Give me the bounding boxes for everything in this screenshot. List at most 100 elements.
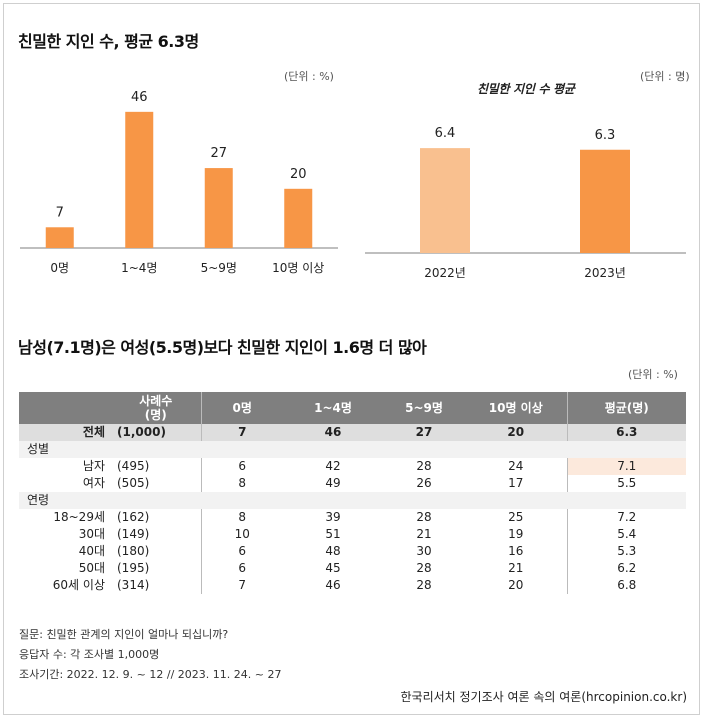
row-label: 40대: [78, 544, 105, 558]
row-sample-size: (1,000): [111, 424, 201, 441]
row-value: 19: [508, 527, 524, 541]
row-sample-size: (149): [117, 527, 150, 541]
row-value: 8: [200, 509, 283, 526]
row-value: 6: [200, 560, 283, 577]
table-total-row: 전체 (1,000) 7 46 27 20 6.3: [19, 424, 686, 441]
row-label: 60세 이상: [52, 578, 105, 592]
chart2-title: 친밀한 지인 수 평균: [477, 82, 575, 96]
chart1-bar: [125, 111, 154, 248]
row-sample-size: (195): [117, 561, 150, 575]
row-value: 42: [325, 459, 341, 473]
row-sample-size: (505): [117, 476, 150, 490]
chart1-category-label: 5~9명: [201, 261, 237, 275]
row-label: 18~29세: [53, 510, 105, 524]
table-row: 30대 (149) 10 51 21 19 5.4: [19, 526, 686, 543]
row-value: 26: [416, 476, 432, 490]
row-value: 28: [416, 578, 432, 592]
table-row: 여자 (505) 8 49 26 17 5.5: [19, 475, 686, 492]
row-average: 5.3: [566, 543, 686, 560]
header-0: 0명: [200, 392, 283, 424]
row-value: 49: [325, 476, 341, 490]
row-average: 7.2: [566, 509, 686, 526]
section1-title: 친밀한 지인 수, 평균 6.3명: [18, 32, 199, 51]
row-value: 6: [200, 458, 283, 475]
row-value: 45: [325, 561, 341, 575]
chart1-category-label: 1~4명: [121, 261, 157, 275]
table-group-row: 연령: [19, 492, 686, 509]
chart1-data-label: 7: [56, 205, 64, 220]
chart1-data-label: 27: [210, 146, 227, 161]
row-value: 7: [200, 424, 283, 441]
row-label: 50대: [78, 561, 105, 575]
row-value: 46: [325, 578, 341, 592]
table-row: 40대 (180) 6 48 30 16 5.3: [19, 543, 686, 560]
row-value: 16: [508, 544, 524, 558]
row-label: 여자: [82, 476, 105, 490]
row-value: 51: [325, 527, 341, 541]
row-sample-size: (162): [117, 510, 150, 524]
chart1-unit-label: (단위 : %): [284, 70, 334, 83]
row-value: 27: [383, 424, 465, 441]
row-average: 6.8: [566, 577, 686, 594]
row-average: 6.2: [566, 560, 686, 577]
row-value: 28: [416, 510, 432, 524]
row-average: 5.5: [566, 475, 686, 492]
table-header-row: 사례수 (명) 0명 1~4명 5~9명 10명 이상 평균(명): [19, 392, 686, 424]
chart1-category-label: 0명: [50, 261, 69, 275]
row-value: 8: [200, 475, 283, 492]
row-sample-size: (180): [117, 544, 150, 558]
header-10-plus: 10명 이상: [465, 392, 567, 424]
row-average: 6.3: [566, 424, 686, 441]
table-row: 60세 이상 (314) 7 46 28 20 6.8: [19, 577, 686, 594]
row-value: 28: [416, 459, 432, 473]
row-value: 39: [325, 510, 341, 524]
row-value: 20: [508, 578, 524, 592]
footnote-period: 조사기간: 2022. 12. 9. ~ 12 // 2023. 11. 24.…: [19, 668, 282, 681]
row-sample-size: (314): [117, 578, 150, 592]
row-average: 7.1: [566, 458, 686, 475]
chart2-unit-label: (단위 : 명): [640, 70, 690, 83]
table-group-row: 성별: [19, 441, 686, 458]
table-row: 남자 (495) 6 42 28 24 7.1: [19, 458, 686, 475]
source-credit: 한국리서치 정기조사 여론 속의 여론(hrcopinion.co.kr): [400, 690, 687, 704]
row-value: 10: [200, 526, 283, 543]
chart1-data-label: 20: [290, 167, 307, 182]
row-sample-size: (495): [117, 459, 150, 473]
chart1-distribution-bar-chart: 7 0명 46 1~4명 27 5~9명 20 10명 이상: [20, 90, 338, 275]
row-value: 46: [283, 424, 383, 441]
table-unit-label: (단위 : %): [628, 368, 678, 381]
chart1-bar: [45, 227, 74, 248]
chart2-bar: [420, 148, 470, 253]
row-value: 21: [416, 527, 432, 541]
row-label: 전체: [19, 424, 111, 441]
results-table: 사례수 (명) 0명 1~4명 5~9명 10명 이상 평균(명) 전체 (1,0…: [19, 392, 686, 594]
row-value: 21: [508, 561, 524, 575]
header-sample-size: 사례수 (명): [111, 392, 201, 424]
header-1-4: 1~4명: [283, 392, 383, 424]
row-average: 5.4: [566, 526, 686, 543]
table-row: 50대 (195) 6 45 28 21 6.2: [19, 560, 686, 577]
chart2-category-label: 2023년: [584, 266, 626, 280]
table-row: 18~29세 (162) 8 39 28 25 7.2: [19, 509, 686, 526]
row-value: 20: [465, 424, 567, 441]
chart2-average-bar-chart: 6.4 2022년 6.3 2023년: [365, 126, 686, 280]
chart1-data-label: 46: [131, 90, 148, 105]
chart1-category-label: 10명 이상: [272, 261, 324, 275]
chart1-bar: [284, 188, 313, 248]
chart2-bar: [580, 149, 630, 253]
header-average: 평균(명): [566, 392, 686, 424]
row-value: 17: [508, 476, 524, 490]
header-5-9: 5~9명: [383, 392, 465, 424]
chart2-data-label: 6.4: [435, 126, 456, 141]
group-label: 성별: [19, 441, 686, 458]
chart2-category-label: 2022년: [424, 266, 466, 280]
chart1-bar: [204, 168, 233, 248]
row-value: 6: [200, 543, 283, 560]
row-label: 30대: [78, 527, 105, 541]
chart2-data-label: 6.3: [595, 128, 616, 143]
row-value: 25: [508, 510, 524, 524]
row-value: 24: [508, 459, 524, 473]
footnote-question: 질문: 친밀한 관계의 지인이 얼마나 되십니까?: [19, 628, 229, 641]
row-label: 남자: [82, 459, 105, 473]
row-value: 30: [416, 544, 432, 558]
